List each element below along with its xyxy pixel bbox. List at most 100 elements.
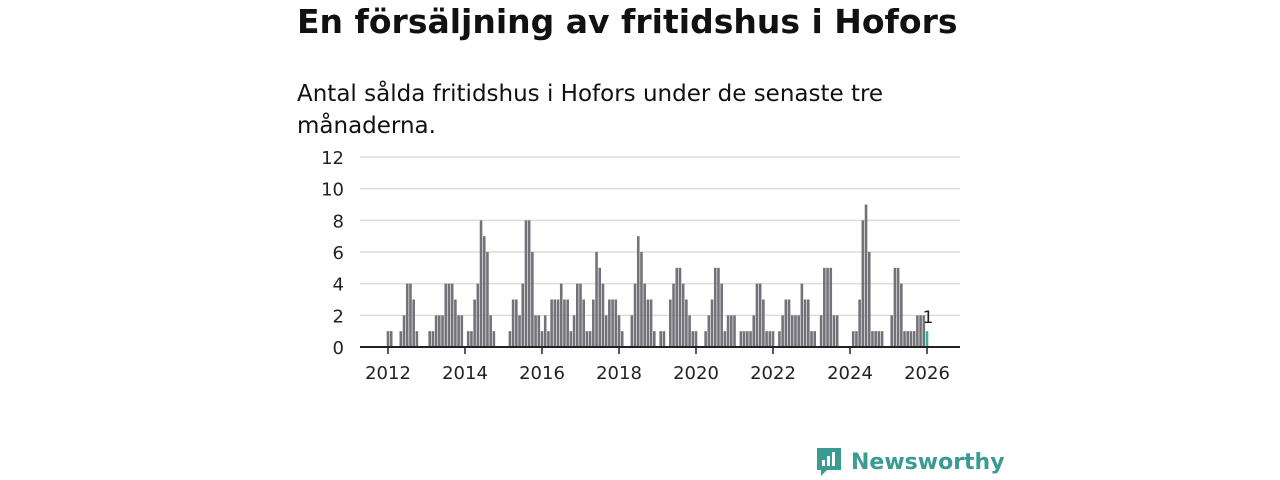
bar <box>781 315 784 347</box>
bar <box>691 331 695 347</box>
x-tick-label: 2014 <box>442 363 488 384</box>
bar <box>906 331 910 347</box>
highlight-bar <box>925 331 929 347</box>
bar <box>755 283 759 347</box>
bar <box>447 283 451 347</box>
bar <box>880 331 884 347</box>
bar <box>717 267 720 347</box>
bar <box>710 299 714 347</box>
bar <box>575 283 579 347</box>
bar <box>399 331 403 347</box>
y-tick-label: 10 <box>321 180 344 201</box>
bar <box>733 315 736 347</box>
bar <box>688 315 691 347</box>
bar <box>685 299 688 347</box>
bar <box>492 331 496 347</box>
bar <box>572 315 576 347</box>
x-tick-label: 2016 <box>519 363 565 384</box>
bar <box>909 331 913 347</box>
bar <box>566 299 569 347</box>
bar <box>713 267 717 347</box>
y-tick-label: 6 <box>333 243 344 264</box>
bar <box>415 331 419 347</box>
bar <box>604 315 608 347</box>
bar <box>778 331 781 347</box>
bar <box>903 331 906 347</box>
bar <box>585 331 589 347</box>
bar <box>582 299 586 347</box>
bar <box>922 315 926 347</box>
bar <box>790 315 794 347</box>
bar <box>550 299 553 347</box>
data-label: 1 <box>923 308 934 328</box>
bar <box>412 299 415 347</box>
bar <box>768 331 772 347</box>
bar <box>810 331 813 347</box>
bar <box>547 331 550 347</box>
y-tick-label: 12 <box>321 148 344 169</box>
bar <box>470 331 473 347</box>
bar <box>851 331 855 347</box>
newsworthy-logo: Newsworthy <box>815 446 1005 478</box>
bar <box>592 299 595 347</box>
bar <box>729 315 733 347</box>
bar <box>601 283 605 347</box>
bar <box>762 299 765 347</box>
brand-name: Newsworthy <box>851 449 1005 475</box>
bar <box>646 299 650 347</box>
bar <box>479 220 483 347</box>
bar <box>806 299 810 347</box>
bar <box>694 331 698 347</box>
bar <box>707 315 711 347</box>
bar <box>389 331 393 347</box>
x-tick-label: 2020 <box>673 363 719 384</box>
y-tick-label: 8 <box>333 211 344 232</box>
bar <box>813 331 817 347</box>
bar <box>681 283 685 347</box>
bar <box>588 331 592 347</box>
y-tick-label: 2 <box>333 306 344 327</box>
bar <box>598 267 602 347</box>
bar <box>630 315 634 347</box>
bar <box>662 331 666 347</box>
bar <box>896 267 900 347</box>
bar <box>874 331 877 347</box>
x-tick-label: 2024 <box>827 363 873 384</box>
bar <box>553 299 557 347</box>
bar <box>855 331 858 347</box>
bar <box>608 299 611 347</box>
bar <box>438 315 441 347</box>
bar <box>861 220 865 347</box>
bar <box>723 331 727 347</box>
bar <box>386 331 390 347</box>
bar <box>742 331 746 347</box>
bar <box>890 315 894 347</box>
bar <box>864 204 868 347</box>
bar <box>579 283 582 347</box>
bar <box>402 315 406 347</box>
bar <box>797 315 800 347</box>
bar <box>405 283 409 347</box>
bar <box>431 331 435 347</box>
x-tick-label: 2026 <box>904 363 950 384</box>
bar <box>556 299 560 347</box>
bar <box>620 331 624 347</box>
bar <box>643 283 646 347</box>
bar <box>611 299 614 347</box>
bar <box>527 220 531 347</box>
bar <box>434 315 438 347</box>
bar <box>672 283 675 347</box>
bar <box>726 315 730 347</box>
bar <box>652 331 656 347</box>
bar <box>771 331 775 347</box>
bar <box>454 299 457 347</box>
bar <box>476 283 480 347</box>
bar <box>633 283 637 347</box>
chart-title: En försäljning av fritidshus i Hofors <box>297 2 958 41</box>
bar <box>916 315 919 347</box>
x-tick-label: 2012 <box>365 363 411 384</box>
bar <box>752 315 756 347</box>
bar <box>649 299 653 347</box>
bar <box>531 252 534 347</box>
